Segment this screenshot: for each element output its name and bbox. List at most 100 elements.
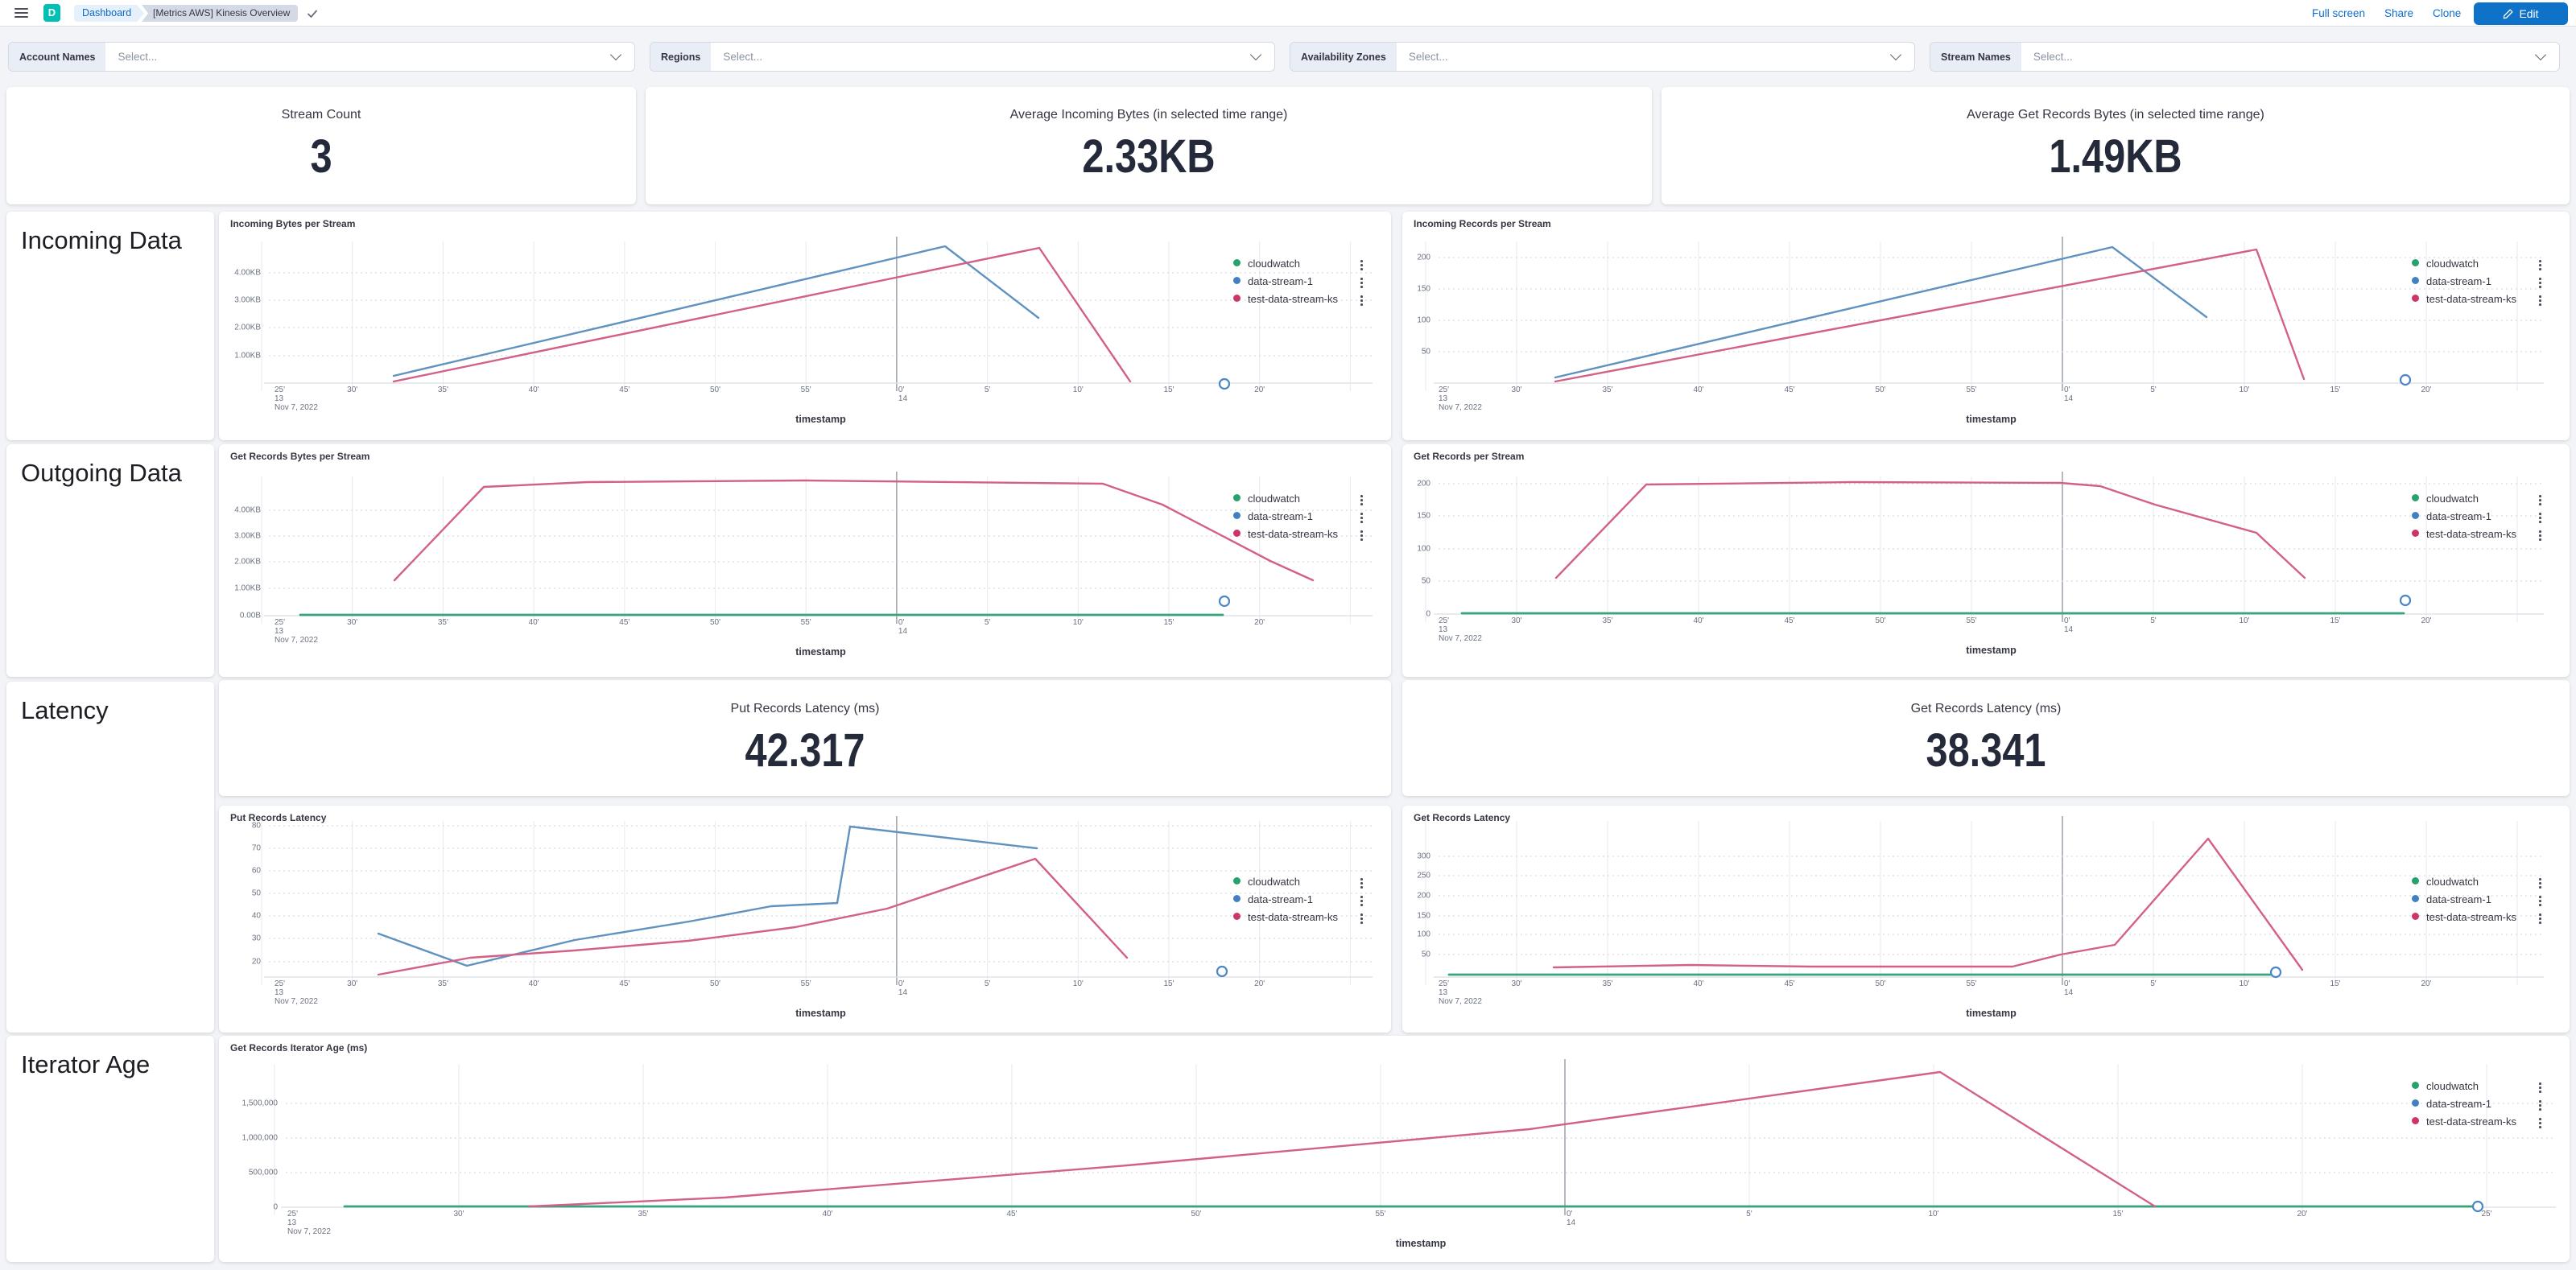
svg-text:50: 50 xyxy=(1422,577,1431,586)
svg-text:13: 13 xyxy=(275,394,284,403)
svg-text:30': 30' xyxy=(347,386,357,394)
svg-text:0.00B: 0.00B xyxy=(240,612,261,621)
svg-text:100: 100 xyxy=(1417,316,1430,325)
svg-text:45': 45' xyxy=(1784,979,1794,988)
svg-text:timestamp: timestamp xyxy=(795,1008,846,1019)
svg-text:60: 60 xyxy=(252,867,262,876)
svg-text:15': 15' xyxy=(1163,979,1174,988)
svg-text:1.00KB: 1.00KB xyxy=(234,584,261,593)
svg-text:5': 5' xyxy=(985,386,991,394)
svg-text:Nov 7, 2022: Nov 7, 2022 xyxy=(275,636,318,645)
svg-text:Nov 7, 2022: Nov 7, 2022 xyxy=(275,997,318,1006)
svg-text:25': 25' xyxy=(1439,386,1449,394)
svg-text:300: 300 xyxy=(1417,852,1430,861)
svg-text:0': 0' xyxy=(2064,979,2070,988)
svg-text:45': 45' xyxy=(619,618,630,627)
svg-text:2.00KB: 2.00KB xyxy=(234,558,261,567)
svg-text:4.00KB: 4.00KB xyxy=(234,269,261,278)
svg-text:10': 10' xyxy=(1073,979,1084,988)
svg-text:5': 5' xyxy=(2150,979,2157,988)
svg-text:25': 25' xyxy=(2481,1210,2491,1218)
svg-text:10': 10' xyxy=(2239,386,2249,394)
svg-text:25': 25' xyxy=(275,386,285,394)
svg-text:50: 50 xyxy=(1422,950,1431,959)
svg-text:50: 50 xyxy=(1422,348,1431,357)
svg-text:100: 100 xyxy=(1417,545,1430,554)
svg-text:1.00KB: 1.00KB xyxy=(234,352,261,361)
svg-text:14: 14 xyxy=(898,394,908,403)
svg-text:Nov 7, 2022: Nov 7, 2022 xyxy=(275,403,318,412)
svg-text:13: 13 xyxy=(1439,988,1448,997)
svg-text:15': 15' xyxy=(2330,616,2340,625)
svg-text:200: 200 xyxy=(1417,254,1430,262)
svg-text:25': 25' xyxy=(1439,979,1449,988)
svg-text:20': 20' xyxy=(2421,386,2431,394)
svg-text:15': 15' xyxy=(2330,979,2340,988)
svg-text:150: 150 xyxy=(1417,285,1430,294)
svg-text:35': 35' xyxy=(1602,616,1612,625)
svg-text:30': 30' xyxy=(1511,386,1521,394)
svg-text:500,000: 500,000 xyxy=(249,1169,279,1177)
svg-text:40': 40' xyxy=(529,618,539,627)
svg-text:80: 80 xyxy=(252,822,262,831)
svg-text:3.00KB: 3.00KB xyxy=(234,532,261,541)
svg-text:Nov 7, 2022: Nov 7, 2022 xyxy=(1439,634,1482,643)
svg-text:55': 55' xyxy=(1966,616,1976,625)
svg-text:30': 30' xyxy=(347,618,357,627)
svg-text:50': 50' xyxy=(710,618,720,627)
svg-text:40': 40' xyxy=(1693,979,1703,988)
svg-text:5': 5' xyxy=(2150,616,2157,625)
svg-text:13: 13 xyxy=(1439,625,1448,634)
svg-text:10': 10' xyxy=(1073,386,1084,394)
svg-text:40': 40' xyxy=(822,1210,832,1218)
svg-text:200: 200 xyxy=(1417,892,1430,901)
svg-text:3.00KB: 3.00KB xyxy=(234,296,261,305)
svg-text:1,000,000: 1,000,000 xyxy=(242,1134,279,1143)
svg-text:14: 14 xyxy=(2064,988,2074,997)
svg-text:50': 50' xyxy=(1875,386,1885,394)
svg-text:Nov 7, 2022: Nov 7, 2022 xyxy=(1439,997,1482,1006)
svg-text:55': 55' xyxy=(1966,979,1976,988)
svg-text:timestamp: timestamp xyxy=(795,414,846,425)
svg-text:20': 20' xyxy=(1254,979,1265,988)
svg-text:35': 35' xyxy=(438,979,448,988)
svg-text:50': 50' xyxy=(710,386,720,394)
svg-text:55': 55' xyxy=(1966,386,1976,394)
svg-text:55': 55' xyxy=(801,979,811,988)
svg-text:13: 13 xyxy=(275,988,284,997)
svg-text:55': 55' xyxy=(801,386,811,394)
svg-text:0: 0 xyxy=(273,1203,278,1212)
svg-text:0': 0' xyxy=(1567,1210,1573,1218)
svg-text:14: 14 xyxy=(2064,394,2074,403)
svg-text:5': 5' xyxy=(985,979,991,988)
svg-text:10': 10' xyxy=(1073,618,1084,627)
svg-text:timestamp: timestamp xyxy=(795,646,846,658)
svg-text:0': 0' xyxy=(898,979,905,988)
svg-text:40': 40' xyxy=(529,979,539,988)
svg-text:20': 20' xyxy=(2421,979,2431,988)
svg-text:20': 20' xyxy=(2297,1210,2307,1218)
svg-text:30': 30' xyxy=(347,979,357,988)
svg-text:0': 0' xyxy=(898,618,905,627)
svg-text:20: 20 xyxy=(252,958,262,967)
svg-text:30': 30' xyxy=(453,1210,464,1218)
svg-text:13: 13 xyxy=(287,1218,297,1227)
svg-text:45': 45' xyxy=(1784,386,1794,394)
svg-text:45': 45' xyxy=(619,386,630,394)
svg-text:1,500,000: 1,500,000 xyxy=(242,1099,279,1108)
svg-text:14: 14 xyxy=(2064,625,2074,634)
svg-text:40: 40 xyxy=(252,912,262,921)
svg-text:timestamp: timestamp xyxy=(1396,1238,1447,1249)
svg-text:70: 70 xyxy=(252,844,262,853)
svg-text:50': 50' xyxy=(1875,979,1885,988)
svg-text:25': 25' xyxy=(287,1210,298,1218)
svg-text:45': 45' xyxy=(1784,616,1794,625)
svg-text:55': 55' xyxy=(1375,1210,1385,1218)
svg-text:20': 20' xyxy=(1254,386,1265,394)
svg-text:5': 5' xyxy=(985,618,991,627)
svg-text:50': 50' xyxy=(1875,616,1885,625)
svg-text:14: 14 xyxy=(898,988,908,997)
svg-text:40': 40' xyxy=(1693,386,1703,394)
svg-text:45': 45' xyxy=(619,979,630,988)
svg-text:15': 15' xyxy=(2330,386,2340,394)
